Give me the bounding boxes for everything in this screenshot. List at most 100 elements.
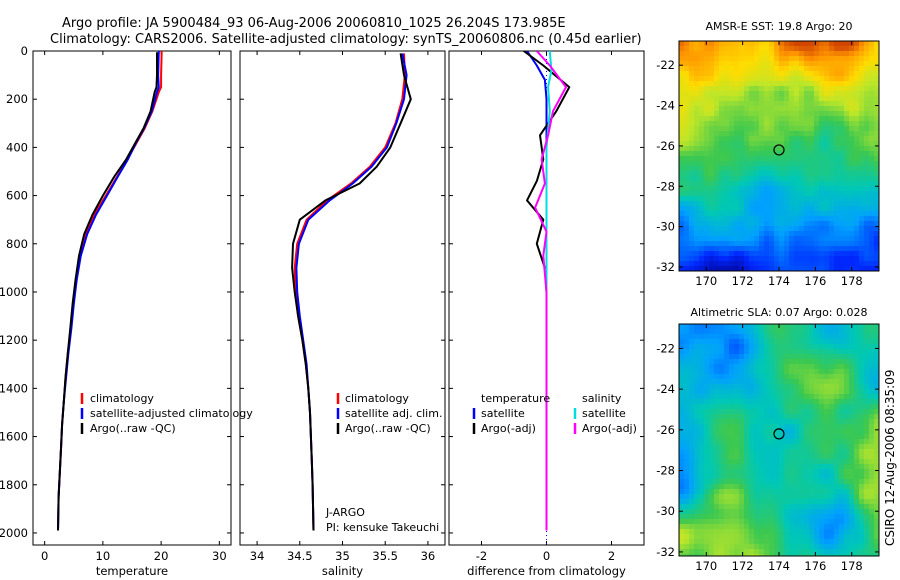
heatmap-cell [719,46,725,52]
heatmap-cell [849,176,855,182]
heatmap-cell [734,444,740,450]
heatmap-cell [724,76,730,82]
heatmap-cell [679,384,685,390]
heatmap-cell [859,256,865,262]
heatmap-cell [779,51,785,57]
heatmap-cell [769,349,775,355]
heatmap-cell [694,226,700,232]
heatmap-cell [784,464,790,470]
heatmap-cell [819,156,825,162]
heatmap-cell [804,76,810,82]
heatmap-cell [819,151,825,157]
heatmap-cell [729,544,735,550]
heatmap-cell [679,539,685,545]
heatmap-cell [694,66,700,72]
heatmap-cell [804,474,810,480]
heatmap-cell [764,201,770,207]
heatmap-cell [874,434,879,440]
heatmap-cell [864,116,870,122]
heatmap-cell [789,444,795,450]
heatmap-cell [744,61,750,67]
heatmap-cell [779,56,785,62]
heatmap-cell [829,146,835,152]
heatmap-cell [684,226,690,232]
heatmap-cell [824,81,830,87]
heatmap-cell [704,399,710,405]
heatmap-cell [799,534,805,540]
heatmap-cell [729,261,735,267]
heatmap-cell [699,374,705,380]
heatmap-cell [824,324,830,330]
heatmap-cell [734,101,740,107]
heatmap-cell [849,71,855,77]
heatmap-cell [824,71,830,77]
heatmap-cell [769,106,775,112]
heatmap-cell [754,394,760,400]
heatmap-cell [694,379,700,385]
heatmap-cell [719,196,725,202]
heatmap-cell [754,121,760,127]
heatmap-cell [789,206,795,212]
heatmap-cell [869,176,875,182]
heatmap-cell [779,384,785,390]
heatmap-cell [714,181,720,187]
heatmap-cell [829,251,835,257]
heatmap-cell [864,151,870,157]
heatmap-cell [739,439,745,445]
heatmap-cell [829,171,835,177]
heatmap-cell [854,91,860,97]
heatmap-cell [769,236,775,242]
heatmap-cell [769,399,775,405]
heatmap-cell [714,524,720,530]
heatmap-cell [704,186,710,192]
heatmap-cell [739,41,745,47]
heatmap-cell [739,221,745,227]
heatmap-cell [814,96,820,102]
heatmap-cell [734,434,740,440]
heatmap-cell [744,544,750,550]
heatmap-cell [744,504,750,510]
heatmap-cell [854,121,860,127]
heatmap-cell [824,499,830,505]
heatmap-cell [754,61,760,67]
heatmap-cell [779,514,785,520]
heatmap-cell [799,261,805,267]
heatmap-cell [764,91,770,97]
heatmap-cell [744,246,750,252]
heatmap-cell [729,339,735,345]
heatmap-cell [794,41,800,47]
heatmap-cell [854,414,860,420]
heatmap-cell [704,196,710,202]
heatmap-cell [719,191,725,197]
heatmap-cell [769,414,775,420]
heatmap-cell [769,266,775,271]
heatmap-cell [854,324,860,330]
heatmap-cell [744,231,750,237]
heatmap-cell [729,359,735,365]
difference-series-group [523,51,571,531]
heatmap-cell [759,221,765,227]
heatmap-cell [749,146,755,152]
heatmap-cell [799,161,805,167]
heatmap-cell [789,166,795,172]
heatmap-cell [809,359,815,365]
heatmap-cell [869,251,875,257]
heatmap-cell [834,196,840,202]
x-tick-label: 176 [804,559,826,573]
heatmap-cell [834,161,840,167]
heatmap-cell [844,449,850,455]
heatmap-cell [799,529,805,535]
heatmap-cell [809,339,815,345]
heatmap-cell [859,484,865,490]
heatmap-cell [704,206,710,212]
heatmap-cell [704,479,710,485]
heatmap-cell [829,106,835,112]
heatmap-cell [684,51,690,57]
heatmap-cell [784,484,790,490]
heatmap-cell [804,191,810,197]
heatmap-cell [704,329,710,335]
heatmap-cell [814,71,820,77]
heatmap-cell [799,256,805,262]
heatmap-cell [839,86,845,92]
heatmap-cell [779,429,785,435]
